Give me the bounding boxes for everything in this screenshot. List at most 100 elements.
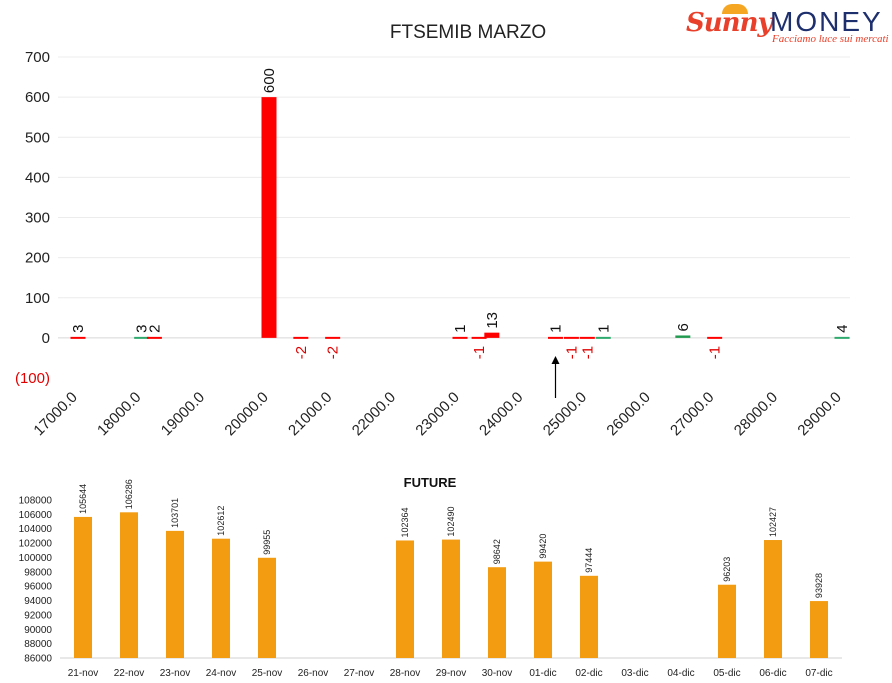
x-tick-label: 18000.0: [94, 389, 144, 439]
chart-title: FUTURE: [404, 475, 457, 490]
bar: [70, 336, 86, 339]
x-tick-label: 03-dic: [621, 668, 648, 679]
bar: [293, 336, 309, 339]
bar: [452, 336, 468, 339]
y-tick-label: 90000: [24, 625, 52, 636]
x-tick-label: 22-nov: [114, 668, 145, 679]
bar: [534, 561, 552, 658]
y-tick-label: 400: [25, 169, 50, 186]
bar: [261, 97, 277, 338]
y-tick-label: 0: [42, 330, 50, 347]
sunny-money-logo: Sunny MONEY Facciamo luce sui mercati: [686, 4, 889, 48]
data-label: 102490: [446, 507, 456, 537]
y-tick-label: 106000: [19, 510, 53, 521]
bar: [718, 584, 736, 658]
bar: [166, 530, 184, 658]
spot-marker-arrow: [551, 356, 560, 364]
data-label: -1: [707, 346, 724, 359]
data-label: 4: [834, 325, 851, 333]
data-label: 93928: [814, 573, 824, 598]
y-tick-label: (100): [15, 370, 50, 387]
bar: [834, 336, 850, 339]
data-label: 13: [484, 312, 501, 329]
x-tick-label: 21-nov: [68, 668, 99, 679]
bar: [580, 575, 598, 658]
bar: [471, 336, 487, 339]
data-label: 98642: [492, 539, 502, 564]
x-tick-label: 24-nov: [206, 668, 237, 679]
x-tick-label: 25000.0: [540, 389, 590, 439]
bar: [579, 336, 595, 339]
y-tick-label: 102000: [19, 539, 53, 550]
x-tick-label: 28-nov: [390, 668, 421, 679]
x-tick-label: 29-nov: [436, 668, 467, 679]
x-tick-label: 02-dic: [575, 668, 602, 679]
data-label: 3: [134, 325, 151, 333]
bar: [134, 336, 150, 339]
chart-title: FTSEMIB MARZO: [390, 22, 546, 43]
x-tick-label: 26000.0: [603, 389, 653, 439]
y-tick-label: 100: [25, 290, 50, 307]
x-tick-label: 29000.0: [794, 389, 844, 439]
x-tick-label: 23000.0: [412, 389, 462, 439]
x-tick-label: 01-dic: [529, 668, 556, 679]
data-label: 96203: [722, 557, 732, 582]
data-label: -1: [579, 346, 596, 359]
x-tick-label: 23-nov: [160, 668, 191, 679]
x-tick-label: 04-dic: [667, 668, 694, 679]
x-tick-label: 21000.0: [285, 389, 335, 439]
y-tick-label: 92000: [24, 610, 52, 621]
bar: [212, 538, 230, 658]
bar: [810, 601, 828, 658]
data-label: 102364: [400, 507, 410, 537]
data-label: 102612: [216, 506, 226, 536]
data-label: -1: [471, 346, 488, 359]
bar: [484, 332, 500, 338]
x-tick-label: 06-dic: [759, 668, 786, 679]
bar: [146, 336, 162, 339]
y-tick-label: 94000: [24, 596, 52, 607]
bar: [595, 336, 611, 339]
bar: [764, 540, 782, 658]
y-tick-label: 200: [25, 250, 50, 267]
x-tick-label: 26-nov: [298, 668, 329, 679]
logo-brand-right: MONEY: [770, 6, 883, 37]
y-tick-label: 88000: [24, 639, 52, 650]
logo-brand-left: Sunny: [686, 8, 773, 38]
ftsemib-chart: FTSEMIB MARZO (100) 0 100 200 300 400 500 600 700…: [15, 22, 851, 439]
data-label: 1: [595, 325, 612, 333]
x-tick-label: 20000.0: [221, 389, 271, 439]
y-tick-label: 104000: [19, 524, 53, 535]
sun-icon: [722, 4, 748, 14]
x-tick-label: 19000.0: [158, 389, 208, 439]
x-tick-label: 05-dic: [713, 668, 740, 679]
data-label: 97444: [584, 548, 594, 573]
y-tick-label: 108000: [19, 496, 53, 507]
bar: [396, 540, 414, 658]
bar: [548, 336, 563, 339]
data-label: 106286: [124, 479, 134, 509]
x-tick-label: 27000.0: [667, 389, 717, 439]
data-label: 600: [261, 68, 278, 93]
x-tick-label: 25-nov: [252, 668, 283, 679]
x-tick-label: 24000.0: [476, 389, 526, 439]
bar: [675, 335, 691, 338]
x-tick-label: 27-nov: [344, 668, 375, 679]
bar: [563, 336, 579, 339]
bar: [74, 516, 92, 658]
y-tick-label: 98000: [24, 567, 52, 578]
future-chart: FUTURE 86000 88000 90000 92000 94000 96000 9800…: [19, 475, 842, 679]
y-tick-label: 300: [25, 210, 50, 227]
bar: [325, 336, 341, 339]
bar: [120, 512, 138, 658]
data-label: 2: [146, 325, 163, 333]
data-label: -2: [293, 346, 310, 359]
x-tick-label: 17000.0: [30, 389, 80, 439]
y-tick-label: 500: [25, 129, 50, 146]
data-label: 1: [548, 325, 565, 333]
y-tick-label: 96000: [24, 582, 52, 593]
data-label: -1: [563, 346, 580, 359]
x-tick-label: 28000.0: [731, 389, 781, 439]
y-tick-label: 700: [25, 49, 50, 66]
data-label: 102427: [768, 507, 778, 537]
